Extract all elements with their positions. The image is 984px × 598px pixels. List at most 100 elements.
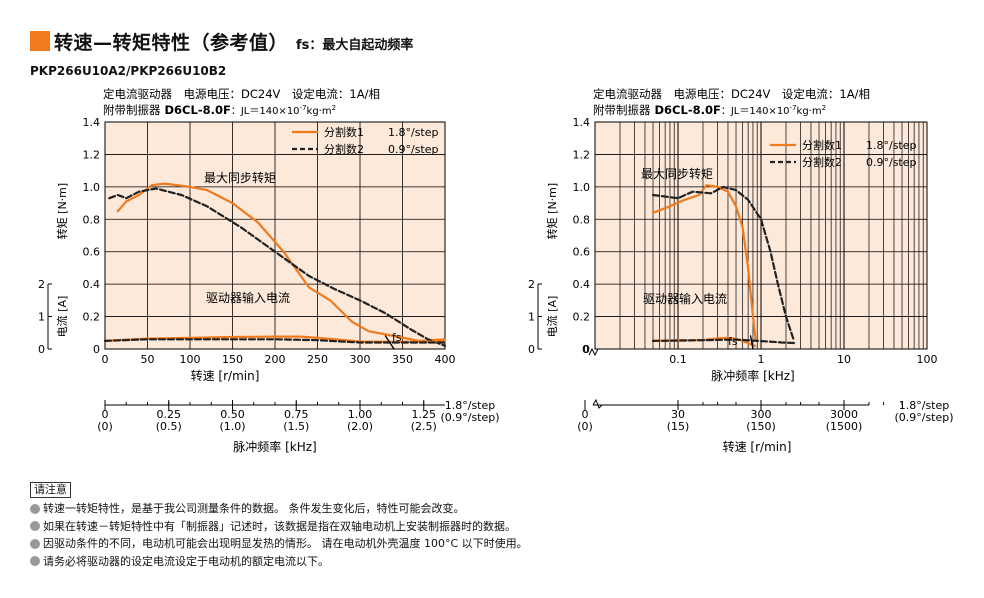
- legend-value-step1: 1.8°/step: [388, 126, 439, 139]
- series-line-torque-step1: [116, 182, 447, 342]
- secondary-tick-label: (150): [746, 420, 776, 433]
- legend-value-step1: 1.8°/step: [866, 139, 917, 152]
- torque-tick-label: 1.4: [573, 116, 591, 129]
- torque-tick-label: 0.2: [573, 311, 591, 324]
- series-line-current-step2: [103, 338, 447, 344]
- current-axis-label: 电流 [A]: [55, 296, 69, 338]
- current-tick-label: 1: [38, 311, 45, 324]
- secondary-unit-b: (0.9°/step): [894, 411, 953, 424]
- condition-line-2: 附带制振器 D6CL-8.0F：JL＝140×10-7kg·m2: [103, 103, 336, 117]
- torque-tick-label: 1.2: [573, 148, 591, 161]
- x-tick-label: 0.1: [669, 353, 687, 366]
- secondary-tick-label: 1.00: [348, 408, 373, 421]
- condition-inertia: ：JL＝140×10: [231, 106, 300, 117]
- series-line-torque-step2: [651, 185, 796, 342]
- condition-damper-model: D6CL-8.0F: [161, 103, 231, 117]
- secondary-tick-label: (0.5): [156, 420, 182, 433]
- annotation-driver-current: 驱动器输入电流: [643, 291, 727, 306]
- torque-tick-label: 0: [583, 343, 590, 356]
- notes-list: 转速一转矩特性，是基于我公司测量条件的数据。 条件发生变化后，特性可能会改变。如…: [30, 500, 528, 570]
- current-tick-label: 2: [38, 278, 45, 291]
- condition-inertia-unit-exp: 2: [822, 104, 826, 112]
- secondary-tick-label: 300: [751, 408, 772, 421]
- secondary-tick-label: 30: [671, 408, 685, 421]
- torque-tick-label: 1.2: [83, 148, 101, 161]
- series-line-fs_marker: [749, 335, 754, 350]
- x-tick-label: 400: [435, 353, 456, 366]
- secondary-tick-label: 0.50: [220, 408, 245, 421]
- torque-tick-label: 0.8: [573, 213, 591, 226]
- x-tick-label: 300: [350, 353, 371, 366]
- x-tick-label: 100: [180, 353, 201, 366]
- condition-line-1: 定电流驱动器 电源电压：DC24V 设定电流：1A/相: [103, 87, 380, 101]
- legend-label-step1: 分割数1: [802, 138, 842, 152]
- secondary-tick-label: 0.75: [284, 408, 309, 421]
- legend-value-step2: 0.9°/step: [388, 143, 439, 156]
- torque-tick-label: 0.4: [83, 278, 101, 291]
- secondary-axis-label: 转速 [r/min]: [723, 439, 792, 454]
- note-line: 因驱动条件的不同，电动机可能会出现明显发热的情形。 请在电动机外壳温度 100°…: [30, 535, 528, 553]
- x-tick-label: 100: [917, 353, 938, 366]
- condition-inertia-unit: kg·m: [307, 106, 332, 117]
- current-tick-label: 0: [38, 343, 45, 356]
- legend-value-step2: 0.9°/step: [866, 156, 917, 169]
- annotation-max-torque: 最大同步转矩: [641, 166, 713, 181]
- x-tick-label: 150: [222, 353, 243, 366]
- secondary-tick-label: (0): [577, 420, 593, 433]
- current-tick-label: 1: [528, 311, 535, 324]
- series-line-torque-step1: [651, 184, 757, 341]
- bullet-icon: [30, 521, 40, 532]
- current-tick-label: 0: [528, 343, 535, 356]
- page-subtitle: fs：最大自起动频率: [296, 37, 414, 53]
- note-text: 转速一转矩特性，是基于我公司测量条件的数据。 条件发生变化后，特性可能会改变。: [43, 502, 465, 515]
- note-text: 请务必将驱动器的设定电流设定于电动机的额定电流以下。: [43, 554, 329, 568]
- note-line: 如果在转速－转矩特性中有「制振器」记述时，该数据是指在双轴电动机上安装制振器时的…: [30, 518, 528, 536]
- secondary-unit-b: (0.9°/step): [440, 411, 499, 424]
- annotation-fs: fs: [392, 331, 402, 344]
- condition-inertia-exp: -7: [790, 104, 797, 112]
- torque-tick-label: 0.2: [83, 311, 101, 324]
- torque-tick-label: 0.6: [83, 246, 101, 259]
- annotation-fs: fs: [728, 335, 738, 348]
- secondary-tick-label: 0: [582, 408, 589, 421]
- secondary-tick-label: 0.25: [157, 408, 182, 421]
- x-axis-label: 脉冲频率 [kHz]: [711, 368, 794, 383]
- torque-axis-label: 转矩 [N·m]: [545, 183, 559, 240]
- secondary-tick-label: (1.0): [219, 420, 245, 433]
- x-tick-label: 50: [141, 353, 155, 366]
- secondary-tick-label: (0): [97, 420, 113, 433]
- torque-axis-label: 转矩 [N·m]: [55, 183, 69, 240]
- condition-line-2: 附带制振器 D6CL-8.0F：JL＝140×10-7kg·m2: [593, 103, 826, 117]
- x-tick-label: 10: [837, 353, 851, 366]
- secondary-axis-label: 脉冲频率 [kHz]: [233, 439, 316, 454]
- legend-label-step2: 分割数2: [802, 155, 842, 169]
- page-title: 转速—转矩特性（参考值）: [54, 31, 289, 54]
- x-tick-label: 250: [307, 353, 328, 366]
- series-line-current-step2: [651, 338, 797, 345]
- bullet-icon: [30, 538, 40, 549]
- secondary-tick-label: 1.25: [412, 408, 437, 421]
- secondary-tick-label: (2.0): [347, 420, 373, 433]
- note-line: 请务必将驱动器的设定电流设定于电动机的额定电流以下。: [30, 553, 528, 571]
- torque-tick-label: 1.4: [83, 116, 101, 129]
- annotation-max-torque: 最大同步转矩: [204, 170, 276, 185]
- condition-damper-label: 附带制振器: [593, 103, 651, 117]
- secondary-tick-label: (2.5): [411, 420, 437, 433]
- condition-inertia: ：JL＝140×10: [721, 106, 790, 117]
- legend-label-step1: 分割数1: [324, 125, 364, 139]
- secondary-tick-label: (15): [667, 420, 690, 433]
- secondary-tick-label: (1.5): [283, 420, 309, 433]
- condition-damper-label: 附带制振器: [103, 103, 161, 117]
- condition-inertia-exp: -7: [300, 104, 307, 112]
- secondary-unit-a: 1.8°/step: [899, 399, 950, 412]
- title-marker: [30, 31, 50, 51]
- torque-tick-label: 0.6: [573, 246, 591, 259]
- notes-label: 请注意: [30, 482, 71, 498]
- torque-tick-label: 0.4: [573, 278, 591, 291]
- x-axis-label: 转速 [r/min]: [191, 368, 260, 383]
- title-bar: 转速—转矩特性（参考值） fs：最大自起动频率: [30, 26, 413, 56]
- current-axis-label: 电流 [A]: [545, 296, 559, 338]
- condition-damper-model: D6CL-8.0F: [651, 103, 721, 117]
- torque-tick-label: 1.0: [83, 181, 101, 194]
- torque-tick-label: 0: [93, 343, 100, 356]
